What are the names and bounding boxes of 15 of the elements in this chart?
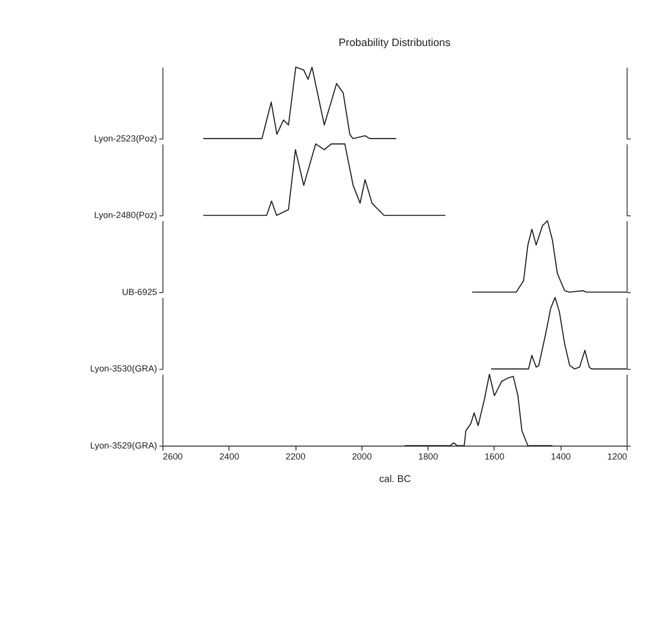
x-tick-label: 2600 [162, 452, 183, 462]
y-axis-title: Lyon-3529(GRA) [90, 440, 158, 450]
x-tick-label: 2400 [219, 452, 240, 462]
x-tick-label: 1800 [418, 452, 438, 462]
y-axis-title: Lyon-2523(Poz) [94, 133, 158, 144]
chart-title: Probability Distributions [338, 37, 450, 50]
y-axis-title: UB-6925 [122, 286, 158, 297]
y-axis-title: Lyon-2480(Poz) [94, 210, 158, 220]
x-tick-label: 1600 [484, 452, 504, 462]
x-tick-label: 2000 [352, 452, 372, 462]
y-axis-title: Lyon-3530(GRA) [90, 364, 158, 374]
x-tick-label: 1200 [607, 452, 628, 462]
x-axis-title: cal. BC [379, 474, 411, 485]
x-tick-label: 2200 [286, 452, 306, 462]
x-tick-label: 1400 [550, 452, 571, 462]
